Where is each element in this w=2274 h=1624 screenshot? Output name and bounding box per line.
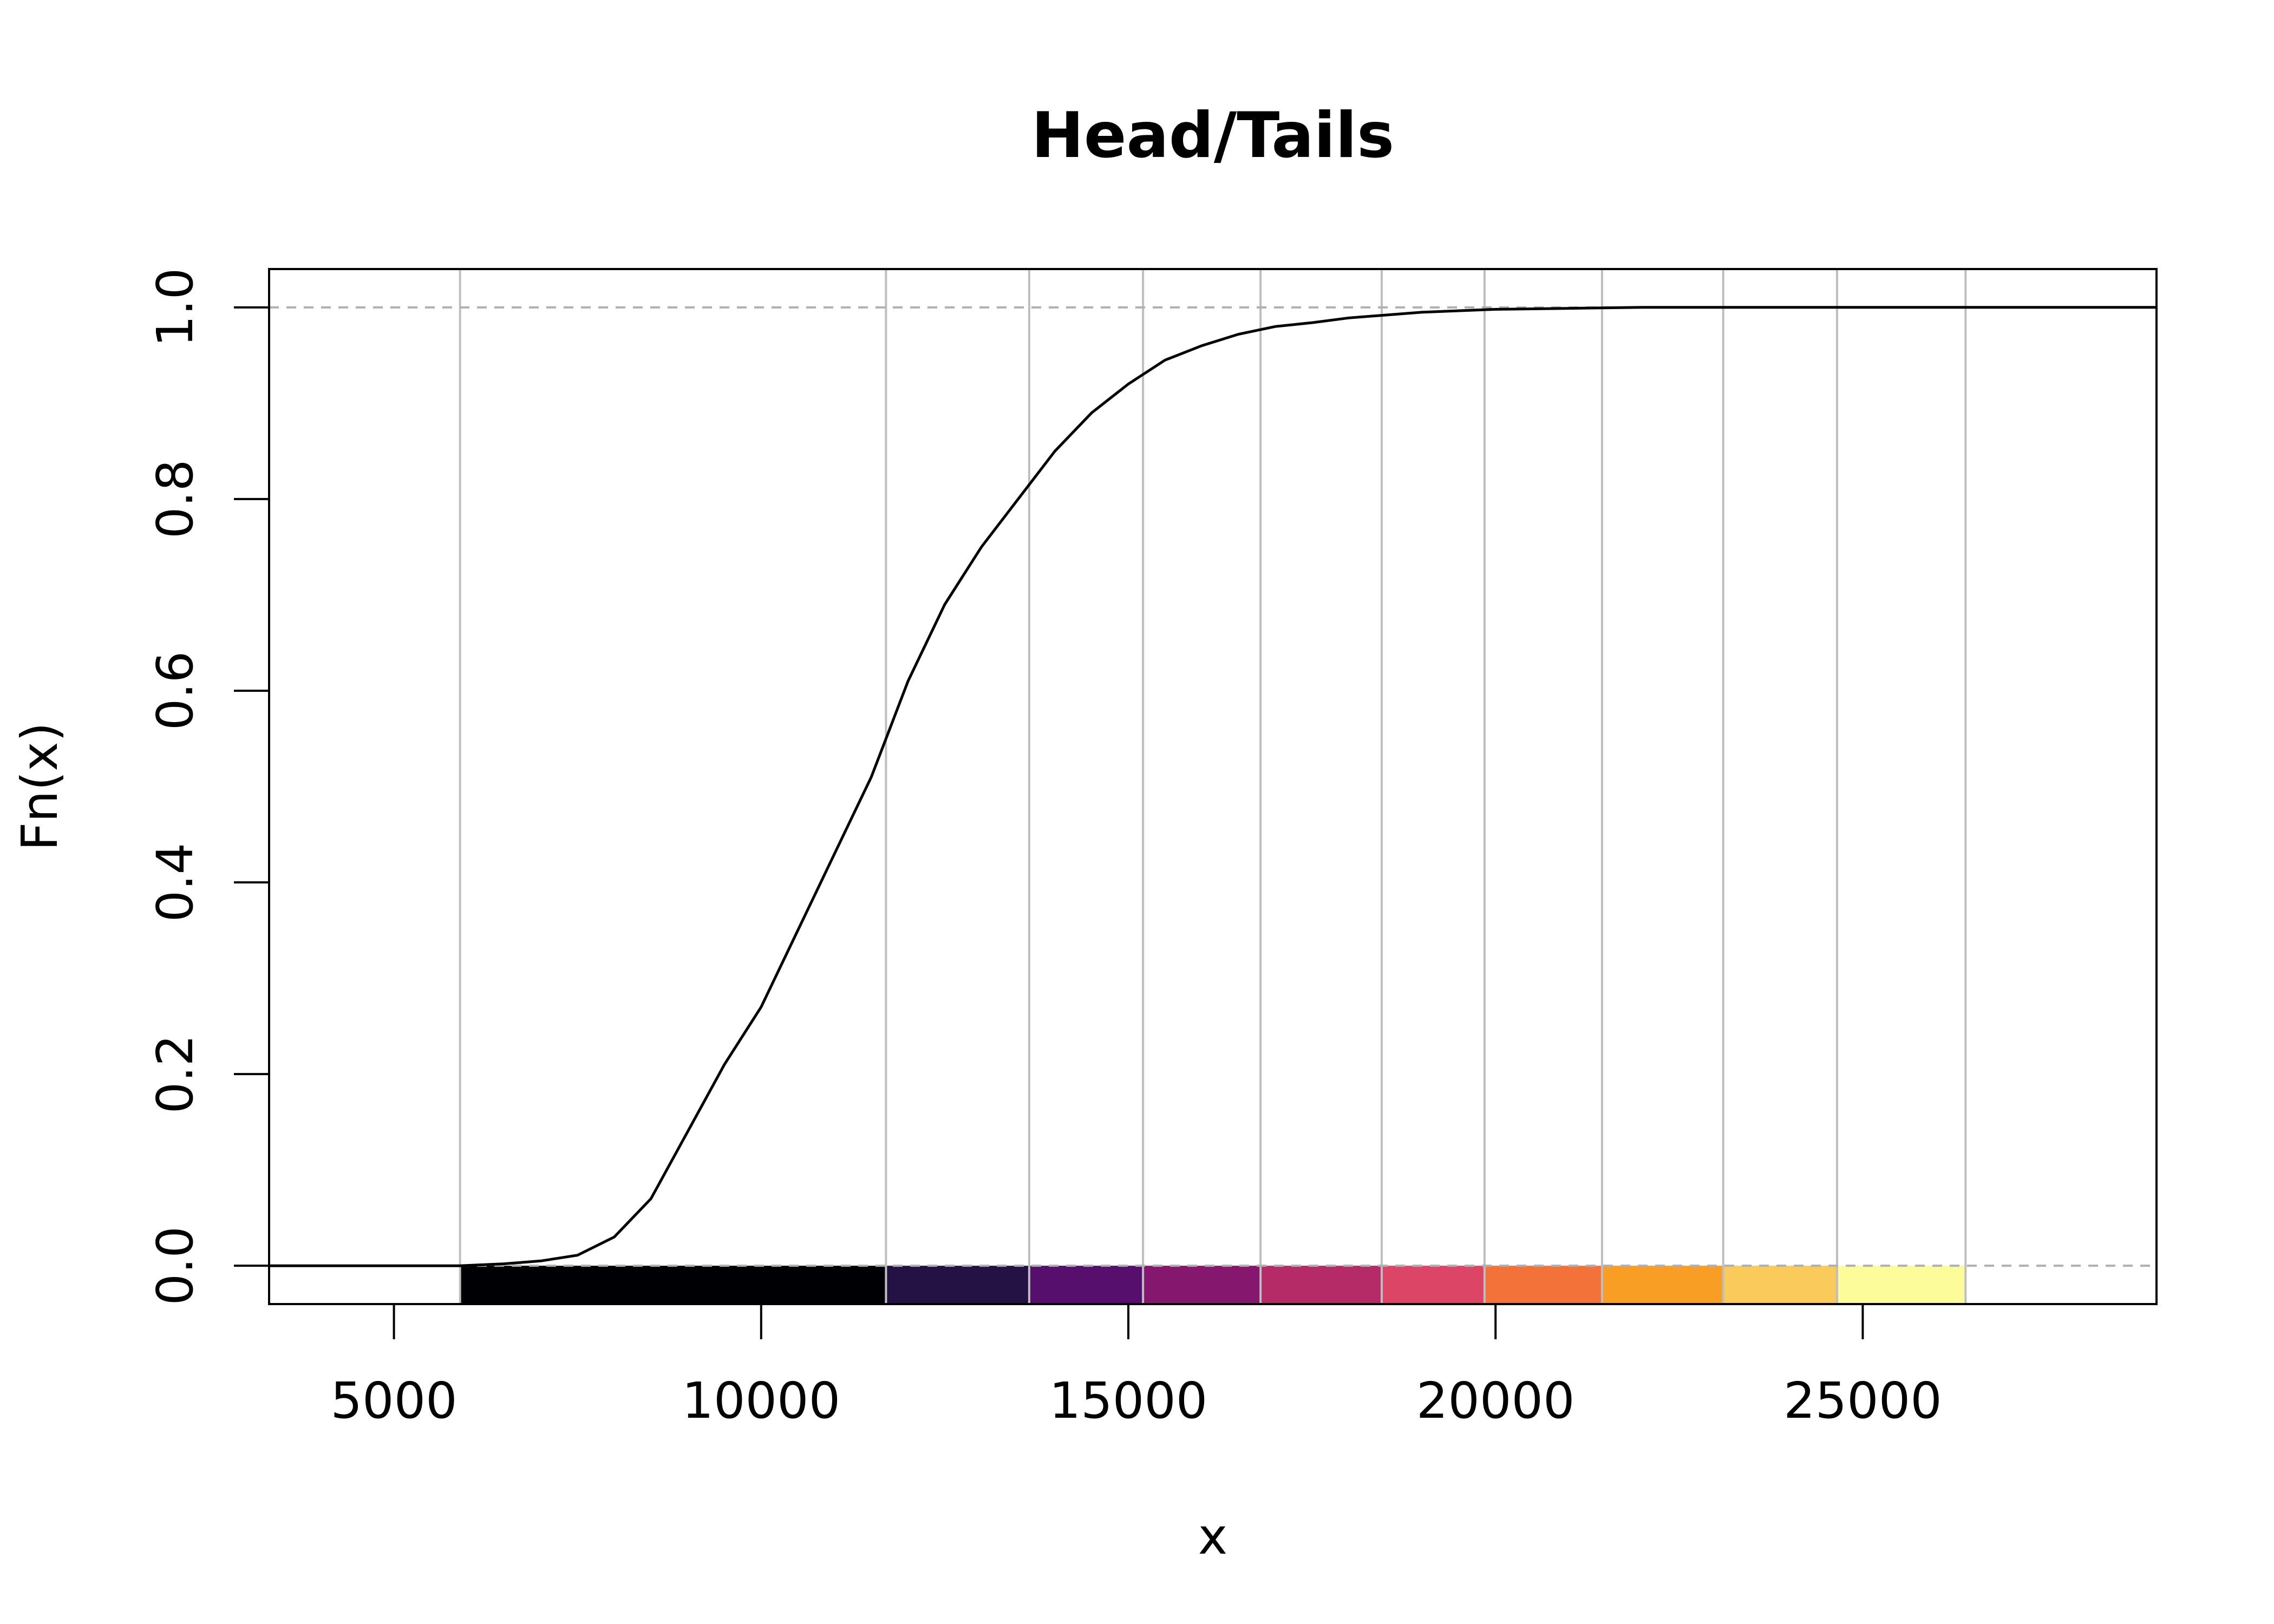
reference-lines (269, 306, 2157, 1267)
y-tick-label: 0.0 (146, 1226, 204, 1305)
x-axis: 5000 10000 15000 20000 25000 (331, 1304, 1942, 1430)
plot-frame (268, 268, 2158, 1305)
y-tick-label: 0.6 (146, 651, 204, 730)
class-bar (1381, 1266, 1485, 1304)
x-tick-label: 10000 (682, 1372, 840, 1430)
x-tick-label: 15000 (1049, 1372, 1208, 1430)
class-bar (1837, 1266, 1966, 1304)
y-axis: 0.0 0.2 0.4 0.6 0.8 1.0 (146, 268, 269, 1305)
y-axis-label: Fn(x) (11, 722, 69, 850)
class-bar (1723, 1266, 1837, 1304)
class-bar (1143, 1266, 1261, 1304)
x-axis-label: x (1198, 1508, 1227, 1566)
class-bars (460, 1266, 1966, 1304)
class-bar (1602, 1266, 1723, 1304)
y-tick-label: 1.0 (146, 268, 204, 347)
y-tick-label: 0.4 (146, 843, 204, 922)
y-tick-label: 0.2 (146, 1034, 204, 1114)
class-bar (1260, 1266, 1382, 1304)
class-bar (1484, 1266, 1602, 1304)
y-tick-label: 0.8 (146, 460, 204, 539)
class-bar (1029, 1266, 1143, 1304)
class-bar (460, 1266, 886, 1304)
class-bar (886, 1266, 1029, 1304)
chart-title: Head/Tails (1031, 99, 1394, 172)
ecdf-line (269, 306, 2157, 1267)
x-tick-label: 20000 (1416, 1372, 1575, 1430)
break-lines (459, 269, 1967, 1304)
x-tick-label: 25000 (1783, 1372, 1942, 1430)
x-tick-label: 5000 (331, 1372, 458, 1430)
